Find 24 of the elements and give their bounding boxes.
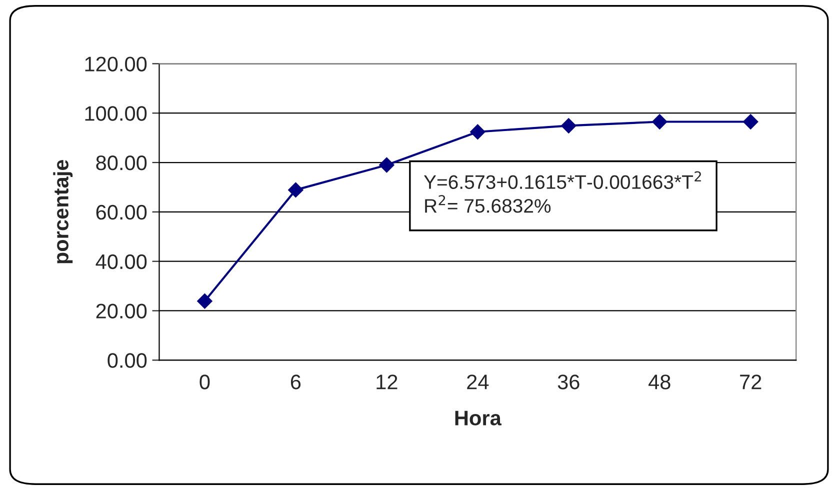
y-tick-label: 120.00 (85, 56, 147, 72)
x-axis-title: Hora (455, 410, 502, 426)
x-tick-label: 6 (290, 374, 301, 390)
point (288, 182, 304, 198)
y-tick-label: 60.00 (96, 204, 147, 220)
point (379, 157, 394, 173)
point (561, 118, 576, 134)
x-tick-label: 48 (648, 374, 670, 390)
y-tick-label: 40.00 (96, 254, 147, 270)
x-tick-label: 72 (740, 374, 762, 390)
x-tick-label: 0 (200, 374, 210, 390)
x-tick-label: 12 (376, 374, 398, 390)
point (470, 124, 486, 140)
y-tick-label: 0.00 (108, 353, 147, 368)
point (652, 114, 668, 130)
point (197, 294, 212, 309)
point (743, 114, 758, 130)
x-tick-label: 24 (467, 374, 489, 390)
text: Y=6.573+0.1615*T-0.001663*T$^{2}$ R$^{2}$= 75.6832% (424, 171, 701, 213)
y-tick-label: 80.00 (96, 156, 147, 170)
y-tick-label: 20.00 (96, 304, 147, 318)
y-tick-label: 100.00 (85, 106, 147, 121)
x-tick-label: 36 (558, 374, 580, 390)
y-axis-title: porcentaje (53, 160, 73, 264)
